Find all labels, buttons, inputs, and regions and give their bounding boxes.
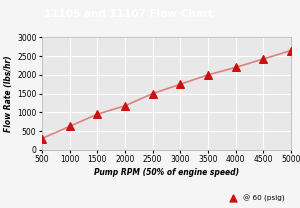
- Point: [67, 125, 72, 128]
- Point: [150, 92, 155, 95]
- Y-axis label: Flow Rate (lbs/hr): Flow Rate (lbs/hr): [4, 55, 13, 132]
- X-axis label: Pump RPM (50% of engine speed): Pump RPM (50% of engine speed): [94, 168, 239, 177]
- Text: 11105 and 11107 Flow Chart: 11105 and 11107 Flow Chart: [44, 10, 214, 20]
- Point: [178, 83, 183, 86]
- Legend: @ 60 (psig): @ 60 (psig): [224, 192, 287, 204]
- Point: [95, 113, 100, 116]
- Point: [289, 49, 293, 52]
- Point: [40, 137, 44, 140]
- Point: [261, 57, 266, 61]
- Point: [123, 104, 128, 107]
- Point: [233, 66, 238, 69]
- Point: [206, 73, 210, 77]
